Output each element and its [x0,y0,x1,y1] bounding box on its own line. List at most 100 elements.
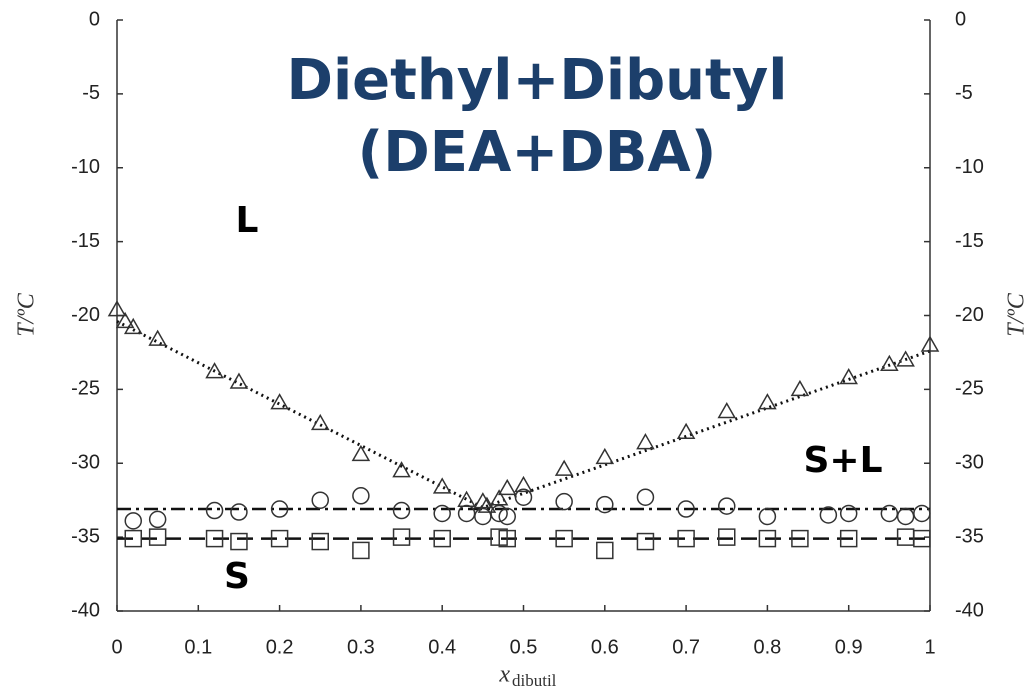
circle-marker [124,512,143,530]
circle-marker [758,507,777,526]
y2-tick-label: -10 [955,156,984,178]
circle-marker [498,507,516,526]
triangle-marker [392,461,411,478]
annotation: L [236,200,259,241]
fit-line [116,320,931,510]
circle-marker [555,492,573,511]
triangle-marker [896,350,915,367]
circle-marker [148,510,167,529]
triangle-marker [497,478,517,496]
square-marker [839,529,858,548]
square-marker [124,529,143,548]
triangle-marker [351,444,371,462]
square-marker [555,529,573,548]
circle-marker [514,488,533,506]
circle-marker [819,506,838,524]
square-marker [205,529,224,548]
square-marker [230,532,248,551]
triangle-marker [489,489,509,506]
circle-marker [913,504,931,523]
x-axis-label-sub: dibutil [512,671,557,690]
circle-marker [270,500,289,518]
square-marker [791,529,809,548]
triangle-marker [514,475,533,493]
x-axis-label: x [498,662,510,688]
triangle-marker [107,300,127,317]
y2-tick-label: -30 [955,452,984,474]
circle-marker [352,487,370,505]
triangle-marker [473,492,493,509]
triangle-marker [554,459,574,476]
y2-tick-label: 0 [955,8,966,30]
triangle-marker [595,447,615,465]
triangle-marker [457,490,476,507]
square-marker [677,529,695,548]
y-tick-label: -30 [71,452,100,474]
triangle-marker [717,402,737,419]
x-tick-label: 0.5 [510,636,538,658]
circle-marker [677,500,695,518]
x-tick-label: 1 [924,636,935,658]
circle-marker [880,504,899,523]
y2-tick-label: -40 [955,599,984,621]
y-tick-label: -25 [71,378,100,400]
square-marker [498,529,516,548]
y-tick-label: 0 [89,8,100,30]
x-tick-label: 0.2 [266,636,294,658]
square-marker [913,529,931,548]
square-marker [758,529,777,548]
circle-marker [636,488,655,506]
triangle-marker [636,433,655,450]
square-marker [718,528,736,546]
square-marker [148,528,167,546]
x-tick-label: 0.7 [672,636,700,658]
y2-tick-label: -20 [955,304,984,326]
triangle-marker [148,329,167,346]
square-marker [896,528,915,546]
x-tick-label: 0.1 [184,636,212,658]
square-marker [596,541,614,560]
chart-title: Diethyl+Dibutyl [286,48,787,113]
annotation: S [224,556,250,597]
triangle-marker [270,393,289,410]
y-axis-label: T/ºC [14,292,40,336]
square-marker [392,528,411,546]
x-tick-label: 0.9 [835,636,863,658]
triangle-marker [790,379,810,397]
y-tick-label: -15 [71,230,100,252]
x-tick-label: 0.8 [753,636,781,658]
circle-marker [205,501,224,520]
square-marker [636,532,655,551]
circle-marker [392,501,411,520]
circle-marker [474,507,492,526]
square-marker [311,532,329,551]
y2-tick-label: -15 [955,230,984,252]
circle-marker [433,504,451,523]
chart-title: (DEA+DBA) [358,120,717,185]
triangle-marker [920,335,940,352]
triangle-marker [115,311,135,329]
x-tick-label: 0 [111,636,122,658]
triangle-marker [676,422,696,439]
y2-tick-label: -5 [955,82,973,104]
x-tick-label: 0.4 [428,636,456,658]
circle-marker [596,495,614,514]
square-marker [270,529,289,548]
triangle-marker [758,393,777,410]
y-tick-label: -35 [71,525,100,547]
triangle-marker [880,354,899,372]
triangle-marker [839,368,858,385]
circle-marker [896,507,915,526]
circle-marker [718,497,736,515]
circle-marker [839,504,858,523]
x-tick-label: 0.6 [591,636,619,658]
x-tick-label: 0.3 [347,636,375,658]
circle-marker [490,504,508,523]
y-tick-label: -5 [82,82,100,104]
square-marker [352,541,370,560]
square-marker [433,529,451,548]
y-tick-label: -20 [71,304,100,326]
triangle-marker [229,372,249,389]
y2-axis-label: T/ºC [1004,292,1030,336]
